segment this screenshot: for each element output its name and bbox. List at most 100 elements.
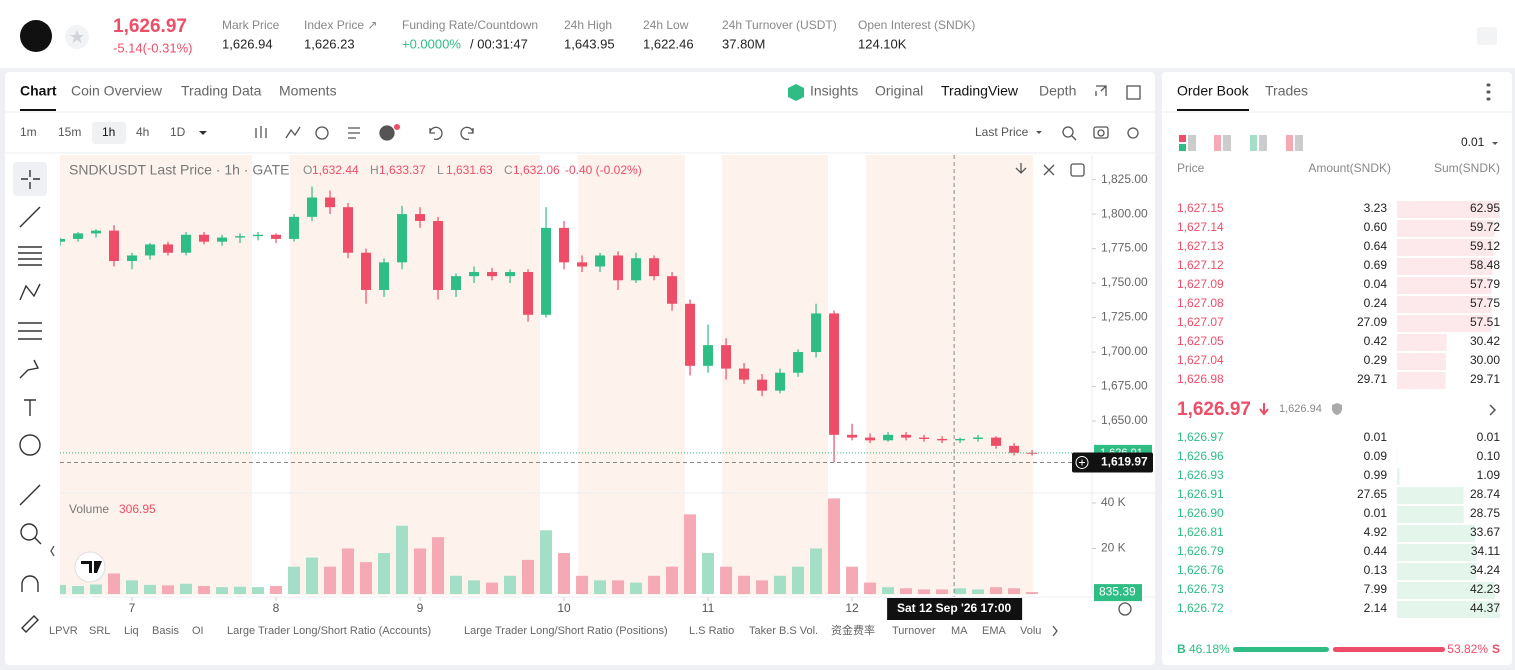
- view-tab[interactable]: TradingView: [941, 83, 1019, 99]
- indicator[interactable]: L.S Ratio: [689, 625, 734, 637]
- tab[interactable]: Order Book: [1177, 83, 1250, 99]
- price-source[interactable]: Last Price: [975, 125, 1029, 139]
- price[interactable]: 1,627.09: [1177, 277, 1224, 291]
- indicator[interactable]: Volu: [1020, 625, 1041, 637]
- volume-bar: [882, 587, 895, 594]
- interval[interactable]: 1m: [20, 125, 37, 139]
- indicator[interactable]: Turnover: [892, 625, 936, 637]
- candle-body: [181, 234, 192, 253]
- indicator[interactable]: Taker B.S Vol.: [749, 625, 818, 637]
- indicator[interactable]: Basis: [152, 625, 179, 637]
- coin-logo: [20, 20, 52, 52]
- toolbar-icons[interactable]: [50, 85, 1141, 637]
- view-tab[interactable]: Insights: [810, 83, 858, 99]
- indicator[interactable]: EMA: [982, 625, 1007, 637]
- volume-bar: [900, 588, 913, 594]
- candle-body: [883, 434, 894, 441]
- candle-body: [433, 220, 444, 290]
- drawing-tools[interactable]: [13, 162, 47, 633]
- ohlc-value: 1,633.37: [379, 163, 426, 177]
- price[interactable]: 1,626.96: [1177, 449, 1224, 463]
- volume-bar: [648, 575, 661, 594]
- countdown: / 00:31:47: [470, 36, 528, 51]
- price[interactable]: 1,627.12: [1177, 258, 1224, 272]
- candle-body: [865, 437, 876, 441]
- volume-bar: [828, 498, 841, 594]
- volume-bar: [540, 530, 553, 594]
- interval[interactable]: 1D: [170, 125, 186, 139]
- indicator[interactable]: OI: [192, 625, 204, 637]
- candle-body: [199, 234, 210, 242]
- price[interactable]: 1,627.07: [1177, 315, 1224, 329]
- volume-bar: [972, 589, 985, 594]
- stat-value: 1,626.23: [304, 36, 355, 51]
- menu-button[interactable]: [1477, 27, 1497, 45]
- indicator[interactable]: Large Trader Long/Short Ratio (Accounts): [227, 625, 431, 637]
- price[interactable]: 1,626.97: [1177, 430, 1224, 444]
- price[interactable]: 1,627.05: [1177, 334, 1224, 348]
- candle-body: [613, 255, 624, 281]
- tab[interactable]: Moments: [279, 83, 337, 99]
- caret: [1036, 131, 1042, 134]
- view-tab[interactable]: Original: [875, 83, 923, 99]
- price[interactable]: 1,627.13: [1177, 239, 1224, 253]
- volume-bar: [504, 575, 517, 594]
- tab[interactable]: Coin Overview: [71, 83, 163, 99]
- volume-bar: [126, 580, 139, 594]
- candle-body: [163, 244, 174, 253]
- amount: 0.64: [1364, 239, 1388, 253]
- price[interactable]: 1,626.98: [1177, 372, 1224, 386]
- chevron[interactable]: [1489, 404, 1497, 416]
- crosshair-time-box: [887, 598, 1023, 620]
- volume-bar: [180, 583, 193, 594]
- price[interactable]: 1,627.08: [1177, 296, 1224, 310]
- candle-body: [919, 437, 930, 439]
- price[interactable]: 1,626.72: [1177, 601, 1224, 615]
- price[interactable]: 1,627.14: [1177, 220, 1224, 234]
- candle-body: [721, 345, 732, 369]
- y2-tick-label: 20 K: [1101, 541, 1126, 555]
- candle-body: [757, 379, 768, 391]
- price[interactable]: 1,626.90: [1177, 506, 1224, 520]
- funding-rate: +0.0000%: [402, 36, 461, 51]
- tab[interactable]: Trades: [1265, 83, 1308, 99]
- price[interactable]: 1,626.91: [1177, 487, 1224, 501]
- price[interactable]: 1,626.79: [1177, 544, 1224, 558]
- price[interactable]: 1,627.04: [1177, 353, 1224, 367]
- price[interactable]: 1,626.93: [1177, 468, 1224, 482]
- price[interactable]: 1,626.73: [1177, 582, 1224, 596]
- interval[interactable]: 4h: [136, 125, 149, 139]
- price[interactable]: 1,626.76: [1177, 563, 1224, 577]
- amount: 0.24: [1364, 296, 1388, 310]
- candle-body: [541, 227, 552, 315]
- view-tab[interactable]: Depth: [1039, 83, 1076, 99]
- ohlc-value: 1,632.44: [312, 163, 359, 177]
- add-alert[interactable]: [1075, 455, 1089, 469]
- volume-bar: [396, 525, 409, 594]
- candle-body: [829, 313, 840, 435]
- price[interactable]: 1,627.15: [1177, 201, 1224, 215]
- price[interactable]: 1,626.81: [1177, 525, 1224, 539]
- y-tick-label: 1,825.00: [1101, 172, 1148, 186]
- tab[interactable]: Trading Data: [181, 83, 262, 99]
- tab[interactable]: Chart: [20, 83, 57, 99]
- candle-body: [145, 244, 156, 256]
- candle-body: [289, 216, 300, 239]
- tick-size[interactable]: 0.01: [1461, 135, 1485, 149]
- indicator[interactable]: MA: [951, 625, 968, 637]
- more-icon[interactable]: [1486, 83, 1491, 101]
- interval[interactable]: 1h: [102, 125, 115, 139]
- indicator[interactable]: Liq: [124, 625, 139, 637]
- indicator[interactable]: LPVR: [49, 625, 78, 637]
- candle-body: [60, 238, 65, 242]
- indicator[interactable]: Large Trader Long/Short Ratio (Positions…: [464, 625, 668, 637]
- interval[interactable]: 15m: [58, 125, 81, 139]
- indicator[interactable]: SRL: [89, 625, 110, 637]
- order-book-modes[interactable]: [1179, 135, 1303, 151]
- sum: 33.67: [1470, 525, 1500, 539]
- candle-body: [973, 437, 984, 439]
- indicator[interactable]: 资金费率: [831, 623, 875, 637]
- stat-value: 1,622.46: [643, 36, 694, 51]
- candle-body: [73, 233, 84, 239]
